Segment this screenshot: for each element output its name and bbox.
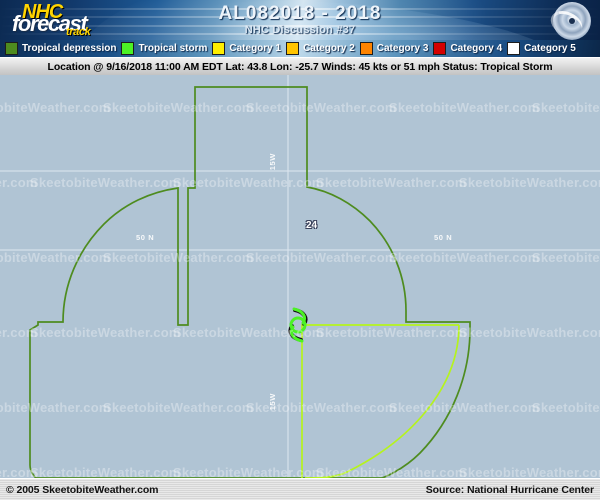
storm-id-title: AL082018 - 2018	[218, 3, 382, 24]
map-gridlines	[0, 75, 600, 478]
legend-item-5: Category 4	[433, 42, 502, 55]
legend-swatch-icon	[286, 42, 300, 55]
gridline-label-3: 15W	[268, 393, 277, 411]
tropical-storm-symbol	[288, 307, 308, 343]
forecast-track-map[interactable]: SkeetobiteWeather.comSkeetobiteWeather.c…	[0, 75, 600, 478]
storm-symbol-hook-lower	[289, 325, 304, 343]
logo-line-forecast: forecast	[12, 11, 88, 36]
logo-line-track: track	[66, 26, 91, 38]
legend-swatch-icon	[433, 42, 447, 55]
legend-swatch-icon	[5, 42, 18, 55]
legend-item-4: Category 3	[359, 42, 429, 55]
legend-swatch-icon	[212, 42, 226, 55]
category-legend: Tropical depression Tropical storm Categor…	[0, 40, 600, 57]
legend-item-0: Tropical depression	[5, 42, 116, 55]
wind-radii-inner-arc	[301, 324, 460, 478]
legend-item-label: Category 2	[303, 43, 355, 54]
legend-swatch-icon	[507, 42, 521, 55]
satellite-eye	[569, 18, 575, 24]
legend-swatch-icon	[359, 42, 373, 55]
gridline-label-0: 50 N	[136, 233, 155, 242]
legend-item-label: Category 4	[450, 43, 503, 54]
copyright-text: © 2005 SkeetobiteWeather.com	[6, 483, 159, 496]
hurricane-satellite-icon	[546, 2, 598, 40]
header-banner: NHC forecast track AL082018 - 2018 NHC D…	[0, 0, 600, 40]
banner-streak	[0, 16, 600, 18]
legend-item-2: Category 1	[212, 42, 281, 55]
banner-streak	[0, 33, 600, 35]
header-title-block: AL082018 - 2018 NHC Discussion #37	[150, 3, 450, 36]
storm-symbol-circle	[289, 316, 307, 334]
legend-item-label: Category 3	[376, 43, 429, 54]
gridline-label-2: 15W	[268, 153, 277, 171]
legend-item-label: Tropical depression	[22, 43, 117, 54]
legend-item-1: Tropical storm	[121, 42, 207, 55]
legend-item-label: Category 1	[229, 43, 282, 54]
footer-bar: © 2005 SkeetobiteWeather.com Source: Nat…	[0, 478, 600, 500]
legend-item-3: Category 2	[286, 42, 355, 55]
legend-item-6: Category 5	[507, 42, 576, 55]
gridline-label-1: 50 N	[434, 233, 453, 242]
legend-item-label: Category 5	[524, 43, 576, 54]
banner-streak	[0, 8, 600, 10]
banner-streak	[0, 25, 600, 27]
nhc-discussion-label: NHC Discussion #37	[244, 24, 356, 36]
wind-radii-outer-polygon	[29, 86, 471, 478]
status-bar-text: Location @ 9/16/2018 11:00 AM EDT Lat: 4…	[47, 60, 553, 73]
legend-item-label: Tropical storm	[138, 43, 208, 54]
logo-line-nhc: NHC	[22, 1, 63, 23]
storm-symbol-hook-upper	[292, 307, 307, 325]
map-vector-layer	[0, 75, 600, 478]
forecast-hour-label: 24	[306, 220, 318, 231]
status-bar: Location @ 9/16/2018 11:00 AM EDT Lat: 4…	[0, 57, 600, 76]
nhc-forecast-track-logo: NHC forecast track	[8, 2, 120, 40]
legend-swatch-icon	[121, 42, 135, 55]
data-source-text: Source: National Hurricane Center	[425, 483, 594, 496]
